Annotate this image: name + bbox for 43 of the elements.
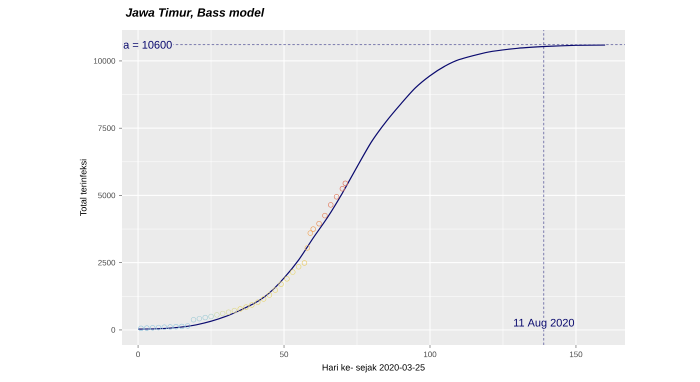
ref-line-label: a = 10600 bbox=[124, 40, 172, 49]
point bbox=[284, 276, 290, 282]
point bbox=[196, 316, 202, 322]
point bbox=[144, 325, 150, 331]
point bbox=[296, 264, 302, 270]
y-axis-title: Total terinfeksi bbox=[80, 159, 86, 216]
ref-line-label: 11 Aug 2020 bbox=[514, 318, 574, 329]
point bbox=[138, 326, 144, 332]
point bbox=[173, 324, 179, 330]
point bbox=[266, 292, 272, 298]
point bbox=[304, 245, 310, 251]
point bbox=[214, 312, 220, 318]
point bbox=[272, 287, 278, 293]
point bbox=[156, 324, 162, 330]
point bbox=[310, 226, 316, 232]
point bbox=[328, 202, 334, 208]
point bbox=[334, 194, 340, 200]
point bbox=[208, 314, 214, 320]
point bbox=[249, 302, 255, 308]
point bbox=[162, 324, 168, 330]
point bbox=[202, 314, 208, 320]
point bbox=[150, 325, 156, 330]
point bbox=[255, 300, 260, 305]
point bbox=[302, 260, 308, 266]
chart-title: Jawa Timur, Bass model bbox=[126, 8, 264, 18]
point bbox=[260, 296, 266, 302]
point bbox=[278, 282, 284, 287]
point bbox=[232, 308, 238, 314]
point bbox=[308, 230, 313, 236]
x-axis-title: Hari ke- sejak 2020-03-25 bbox=[322, 364, 425, 372]
point bbox=[220, 310, 226, 316]
point bbox=[185, 323, 190, 329]
point bbox=[342, 180, 348, 186]
point bbox=[322, 212, 328, 218]
point bbox=[316, 220, 322, 226]
point bbox=[226, 309, 232, 315]
point bbox=[243, 304, 249, 310]
point bbox=[179, 324, 185, 330]
point bbox=[238, 306, 243, 312]
point bbox=[340, 186, 346, 192]
point bbox=[290, 269, 296, 275]
point bbox=[167, 324, 173, 330]
point bbox=[190, 317, 196, 322]
